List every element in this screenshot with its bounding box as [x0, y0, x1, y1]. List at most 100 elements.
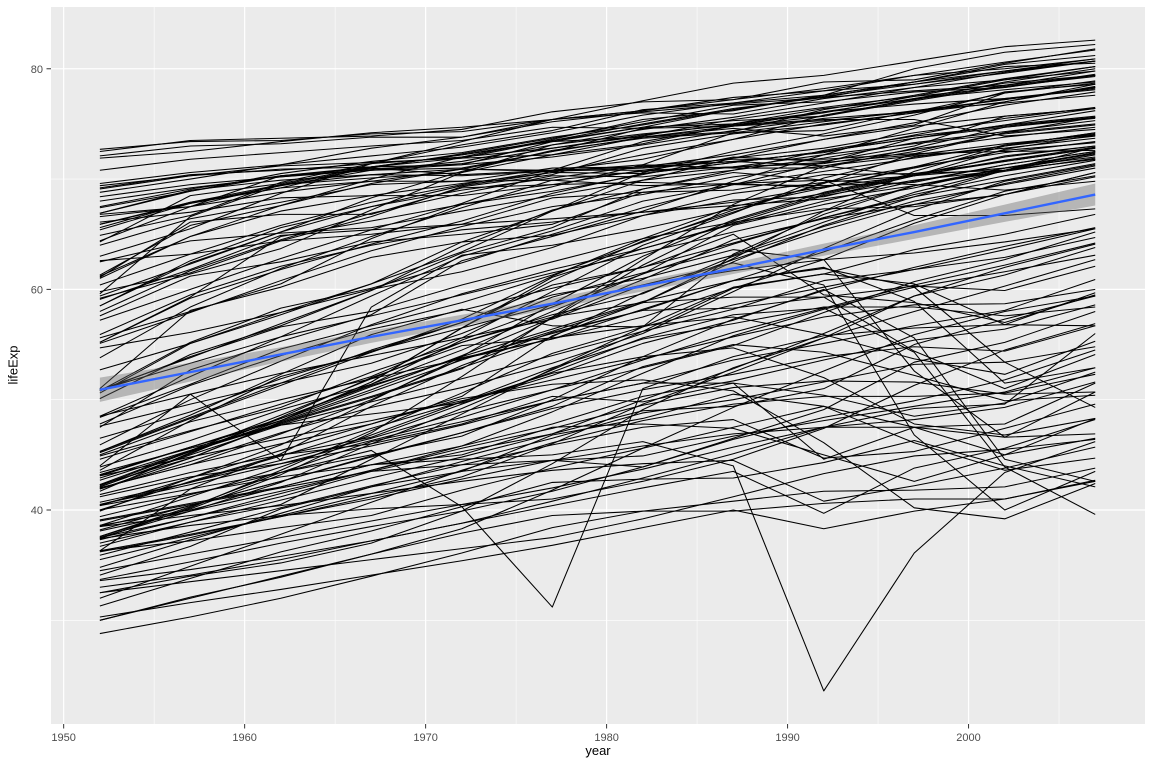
x-tick-label: 1980	[594, 732, 618, 744]
country-line	[99, 295, 1096, 621]
country-line	[99, 439, 1096, 607]
x-tick-label: 1970	[413, 732, 437, 744]
country-line	[99, 438, 1096, 594]
y-tick-label: 40	[31, 505, 43, 517]
country-line	[99, 347, 1096, 505]
country-line	[99, 107, 1096, 223]
country-line	[99, 446, 1096, 528]
country-line	[99, 165, 1096, 479]
country-line	[99, 405, 1096, 552]
country-line	[99, 467, 1096, 635]
country-line	[99, 66, 1096, 187]
country-line	[99, 74, 1096, 189]
country-line	[99, 306, 1096, 526]
country-line	[99, 267, 1096, 456]
country-line	[99, 126, 1096, 242]
country-line	[99, 94, 1096, 339]
country-line	[99, 137, 1096, 344]
country-line	[99, 380, 1096, 532]
country-line	[99, 116, 1096, 537]
country-line	[99, 60, 1096, 231]
country-line	[99, 480, 1096, 618]
country-line	[99, 159, 1096, 425]
country-line	[99, 349, 1096, 581]
country-line	[99, 295, 1096, 547]
country-line	[99, 288, 1096, 477]
country-line	[99, 171, 1096, 392]
country-line	[99, 171, 1096, 400]
country-line	[99, 83, 1096, 428]
country-line	[99, 381, 1096, 572]
country-line	[99, 70, 1096, 157]
country-line	[99, 123, 1096, 418]
smooth-line	[99, 193, 1096, 391]
country-line	[99, 479, 1096, 621]
country-line	[99, 106, 1096, 214]
country-line	[99, 242, 1096, 506]
country-line	[99, 135, 1096, 460]
country-line	[99, 333, 1096, 582]
country-line	[99, 426, 1096, 552]
country-line	[99, 382, 1096, 511]
country-line	[99, 171, 1096, 539]
country-line	[99, 158, 1096, 262]
country-line	[99, 147, 1096, 512]
country-line	[99, 373, 1096, 599]
country-line	[99, 288, 1096, 488]
country-line	[99, 259, 1096, 594]
country-line	[99, 49, 1096, 185]
country-line	[99, 213, 1096, 487]
country-line	[99, 152, 1096, 317]
country-line	[99, 379, 1096, 520]
country-line	[99, 231, 1096, 503]
country-line	[99, 132, 1096, 417]
country-line	[99, 346, 1096, 568]
country-line	[99, 133, 1096, 454]
country-line	[99, 39, 1096, 257]
country-line	[99, 163, 1096, 468]
country-line	[99, 419, 1096, 588]
country-line	[99, 120, 1096, 263]
country-line	[99, 158, 1096, 471]
country-line	[99, 43, 1096, 279]
country-line	[99, 227, 1096, 507]
country-line	[99, 179, 1096, 300]
country-line	[99, 249, 1096, 438]
country-line	[99, 132, 1096, 507]
country-line	[99, 307, 1096, 515]
country-line	[99, 142, 1096, 246]
country-line	[99, 323, 1096, 540]
smooth-ribbon	[99, 183, 1096, 402]
country-line	[99, 48, 1096, 153]
country-line	[99, 441, 1096, 692]
country-line	[99, 107, 1096, 371]
country-line	[99, 262, 1096, 511]
country-line	[99, 167, 1096, 457]
x-tick-label: 2000	[956, 732, 980, 744]
country-line	[99, 66, 1096, 150]
country-line	[99, 89, 1096, 293]
y-axis-title: lifeExp	[5, 345, 21, 385]
y-tick-label: 80	[31, 64, 43, 76]
country-line	[99, 146, 1096, 486]
x-tick-label: 1990	[775, 732, 799, 744]
country-line	[99, 134, 1096, 312]
country-line	[99, 88, 1096, 198]
country-line	[99, 233, 1096, 453]
country-line	[99, 371, 1096, 498]
country-line	[99, 254, 1096, 541]
country-line	[99, 141, 1096, 476]
x-axis-title: year	[585, 743, 611, 758]
country-line	[99, 156, 1096, 336]
x-tick-label: 1950	[51, 732, 75, 744]
country-line	[99, 58, 1096, 236]
country-line	[99, 85, 1096, 307]
country-line	[99, 91, 1096, 229]
country-line	[99, 68, 1096, 286]
country-line	[99, 150, 1096, 278]
country-line	[99, 237, 1096, 540]
country-line	[99, 228, 1096, 474]
country-line	[99, 60, 1096, 209]
